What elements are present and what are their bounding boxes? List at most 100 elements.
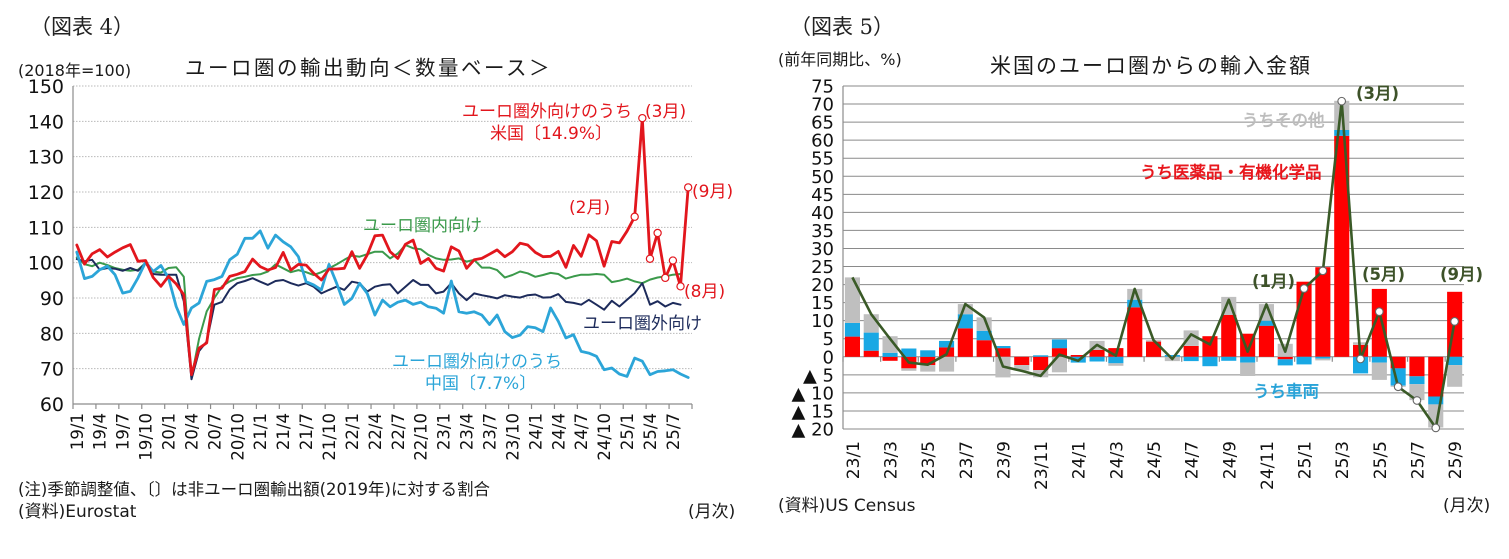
y-tick-label: ▲ 10 — [792, 383, 834, 404]
x-tick-label: 24/11 — [1258, 441, 1278, 490]
bar-vehicles — [976, 330, 992, 341]
x-tick-label: 21/10 — [320, 413, 339, 461]
y-tick-label: 50 — [811, 167, 834, 188]
bar-pharma — [1371, 288, 1387, 357]
bar-other — [1315, 358, 1331, 361]
bar-pharma — [1315, 267, 1331, 357]
y-tick-label: 70 — [811, 95, 834, 116]
footnote: (注)季節調整値、〔〕は非ユーロ圏輸出額(2019年)に対する割合 — [18, 480, 490, 499]
bar-vehicles — [939, 340, 955, 348]
bar-vehicles — [1258, 320, 1274, 326]
x-tick-label: 20/4 — [183, 413, 202, 450]
bar-vehicles — [1428, 396, 1444, 405]
y-tick-label: 45 — [811, 185, 834, 206]
y-tick-label: 110 — [28, 217, 64, 239]
bar-other — [1127, 288, 1143, 300]
bar-vehicles — [1409, 376, 1425, 385]
bar-vehicles — [1221, 356, 1237, 361]
x-tick-label: 25/7 — [1409, 441, 1429, 479]
x-tick-label: 23/7 — [957, 441, 977, 479]
x-tick-label: 21/1 — [251, 413, 270, 450]
data-point-marker-total — [1374, 307, 1384, 317]
bar-vehicles — [1127, 299, 1143, 308]
data-point-marker-us — [683, 183, 693, 192]
y-tick-label: 10 — [811, 311, 834, 332]
bar-vehicles — [1277, 359, 1293, 366]
x-tick-label: 23/1 — [844, 441, 864, 479]
data-point-marker-us — [661, 273, 670, 283]
bar-pharma — [1202, 336, 1218, 357]
y-tick-label: 150 — [28, 76, 64, 98]
annotation-us-march: (3月) — [645, 102, 686, 122]
x-tick-label: 22/4 — [366, 413, 385, 450]
y-tick-label: 130 — [28, 147, 64, 169]
bar-vehicles — [1371, 356, 1387, 363]
bar-pharma — [995, 348, 1011, 357]
annotation-us-label-line2: 米国〔14.9%〕 — [490, 124, 612, 144]
bar-vehicles — [920, 350, 936, 357]
data-point-marker-total — [1356, 354, 1365, 364]
annotation-us-february: (2月) — [569, 198, 610, 218]
bar-vehicles — [863, 332, 879, 351]
x-tick-label: 23/10 — [503, 413, 522, 461]
y-tick-label: 70 — [40, 359, 64, 381]
data-point-marker-us — [676, 282, 685, 291]
bar-other — [1014, 365, 1030, 371]
bar-other — [920, 365, 936, 372]
bar-vehicles — [1033, 355, 1049, 357]
bar-vehicles — [1202, 356, 1218, 367]
figure-label-left: （図表 4） — [30, 15, 135, 39]
bar-vehicles — [1164, 355, 1180, 357]
y-unit-label-right: (前年同期比、%) — [778, 50, 902, 69]
annotation-china-label-line2: 中国〔7.7%〕 — [425, 374, 536, 394]
annotation-september: (9月) — [1440, 265, 1483, 284]
x-tick-label: 24/7 — [572, 413, 591, 450]
bar-vehicles — [1108, 356, 1124, 364]
annotation-pharma: うち医薬品・有機化学品 — [1140, 162, 1322, 182]
data-point-marker-us — [645, 254, 655, 263]
bar-vehicles — [882, 352, 898, 357]
data-point-marker-total — [1450, 317, 1459, 326]
x-tick-label: 24/10 — [595, 413, 614, 461]
y-tick-label: 80 — [40, 323, 64, 345]
bar-pharma — [882, 356, 898, 361]
x-tick-label: 25/9 — [1446, 441, 1466, 479]
series-line-extra — [75, 258, 682, 381]
bar-other — [901, 368, 917, 371]
x-tick-label: 25/4 — [641, 413, 660, 450]
x-tick-label: 24/4 — [549, 413, 568, 450]
data-point-marker-us — [630, 212, 639, 221]
annotation-other: うちその他 — [1242, 110, 1325, 130]
x-tick-label: 25/1 — [618, 413, 637, 450]
x-tick-label: 21/4 — [274, 413, 293, 450]
y-tick-label: 0 — [823, 347, 834, 368]
bar-pharma — [957, 328, 973, 357]
y-tick-label: 60 — [40, 394, 64, 416]
data-point-marker-us — [668, 256, 678, 265]
bar-vehicles — [1089, 356, 1105, 362]
bar-vehicles — [1447, 356, 1463, 366]
data-point-marker-total — [1318, 266, 1328, 276]
bar-pharma — [1014, 356, 1030, 366]
x-tick-label: 19/7 — [114, 413, 133, 450]
bar-other — [882, 336, 898, 353]
left-gridlines — [73, 85, 692, 370]
right-gridlines — [843, 85, 1464, 430]
bar-pharma — [1390, 356, 1406, 369]
data-point-marker-total — [1337, 96, 1347, 106]
x-unit-label-left: (月次) — [688, 502, 736, 522]
bar-other — [957, 304, 973, 315]
y-tick-label: 55 — [811, 149, 834, 170]
x-tick-label: 25/1 — [1296, 441, 1316, 479]
x-tick-label: 23/4 — [458, 413, 477, 450]
annotation-us-august: (8月) — [684, 282, 725, 302]
x-tick-label: 24/3 — [1107, 441, 1127, 479]
bar-pharma — [1334, 135, 1350, 357]
data-point-marker-total — [1412, 396, 1422, 405]
y-tick-label: ▲ 15 — [792, 401, 834, 422]
